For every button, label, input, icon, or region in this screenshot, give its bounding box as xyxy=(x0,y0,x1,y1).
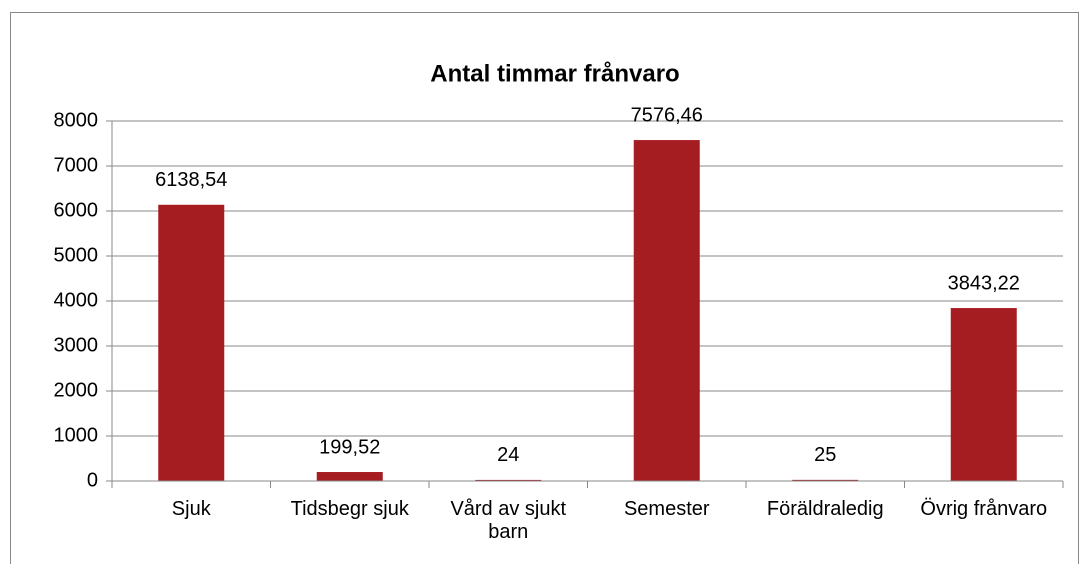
x-tick-label: Föräldraledig xyxy=(766,498,884,520)
y-tick-label: 5000 xyxy=(54,244,99,266)
y-tick-label: 6000 xyxy=(54,199,99,221)
data-label: 199,52 xyxy=(319,436,380,458)
y-tick-label: 3000 xyxy=(54,334,99,356)
bar xyxy=(950,308,1017,481)
data-label: 7576,46 xyxy=(631,104,703,126)
x-tick-label: Semester xyxy=(623,498,710,520)
x-tick-label: Sjuk xyxy=(171,498,211,520)
x-tick-label: Tidsbegr sjuk xyxy=(290,498,409,520)
bar xyxy=(633,140,700,481)
y-tick-label: 7000 xyxy=(54,154,99,176)
bar xyxy=(475,479,542,481)
y-tick-label: 1000 xyxy=(54,424,99,446)
x-tick-label: Övrig frånvaro xyxy=(920,498,1048,520)
y-tick-label: 2000 xyxy=(54,379,99,401)
data-label: 24 xyxy=(497,444,519,466)
bar xyxy=(158,204,225,482)
x-tick-label: Vård av sjukt barn xyxy=(450,498,567,543)
data-label: 3843,22 xyxy=(948,272,1020,294)
y-tick-label: 8000 xyxy=(54,109,99,131)
bar xyxy=(316,472,383,481)
chart-title: Antal timmar frånvaro xyxy=(430,60,679,87)
y-tick-label: 0 xyxy=(87,469,98,491)
data-label: 25 xyxy=(814,444,836,466)
chart-border xyxy=(10,12,1079,564)
data-label: 6138,54 xyxy=(155,169,227,191)
y-tick-label: 4000 xyxy=(54,289,99,311)
bar xyxy=(792,479,859,481)
